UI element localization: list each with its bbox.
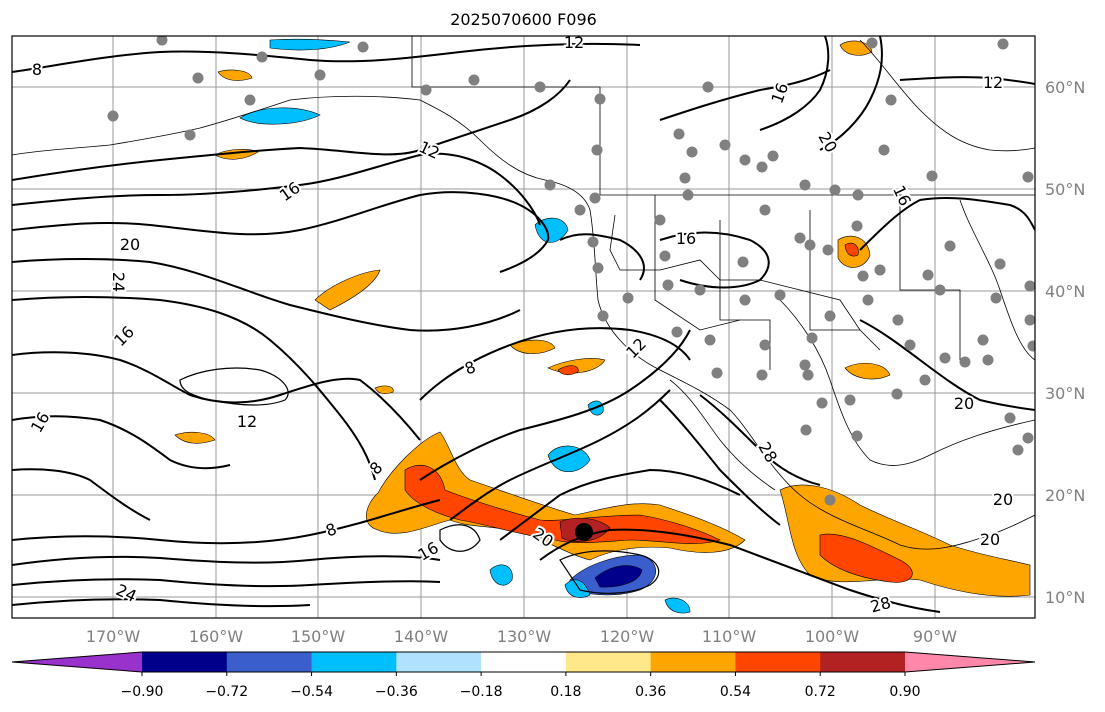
lat-label: 40°N xyxy=(1045,282,1085,301)
shade-orange-patch-8 xyxy=(217,69,253,81)
colorbar-tick-label: 0.72 xyxy=(805,684,836,700)
lon-label: 100°W xyxy=(805,627,860,646)
lat-label: 30°N xyxy=(1045,384,1085,403)
shade-cyan-patch-6 xyxy=(489,564,513,586)
colorbar-tick-label: 0.90 xyxy=(889,684,920,700)
coastlines xyxy=(12,36,1035,550)
lon-label: 150°W xyxy=(291,627,346,646)
colorbar-tick-label: 0.18 xyxy=(550,684,581,700)
shade-red-core-1 xyxy=(404,464,721,544)
lon-label: 160°W xyxy=(189,627,244,646)
contour-label: 16 xyxy=(27,409,54,436)
contour-label: 12 xyxy=(416,137,442,163)
colorbar-tick-label: 0.54 xyxy=(720,684,751,700)
colorbar-segment xyxy=(396,652,482,672)
lon-label: 170°W xyxy=(86,627,141,646)
colorbar xyxy=(11,651,1036,673)
shade-orange-patch-10 xyxy=(374,385,394,394)
contour-label: 16 xyxy=(676,229,696,248)
stations xyxy=(107,36,1035,506)
contour-label: 8 xyxy=(366,458,387,479)
colorbar-segment xyxy=(481,652,567,672)
colorbar-tick-label: −0.90 xyxy=(121,684,164,700)
shade-navy-core xyxy=(594,565,643,588)
lon-label: 110°W xyxy=(702,627,757,646)
lon-label: 140°W xyxy=(394,627,449,646)
contour-label: 12 xyxy=(622,334,650,362)
colorbar-segment xyxy=(226,652,313,672)
lat-label: 50°N xyxy=(1045,180,1085,199)
map-frame xyxy=(11,35,1036,619)
colorbar-segment xyxy=(735,652,821,672)
colorbar-tick-label: −0.72 xyxy=(205,684,248,700)
contour-label: 16 xyxy=(110,322,138,350)
contour-label: 20 xyxy=(993,490,1013,509)
colorbar-segment xyxy=(650,652,736,672)
lat-label: 10°N xyxy=(1045,588,1085,607)
colorbar-tick-label: −0.18 xyxy=(460,684,503,700)
thin-contours xyxy=(179,367,660,594)
map-title: 2025070600 F096 xyxy=(450,10,597,29)
latitude-labels: 60°N 50°N 40°N 30°N 20°N 10°N xyxy=(1045,78,1085,607)
contour-label: 20 xyxy=(980,530,1000,549)
contour-label: 20 xyxy=(814,129,841,156)
contour-label: 28 xyxy=(868,593,893,617)
contour-label: 28 xyxy=(754,439,781,466)
contour-label: 12 xyxy=(564,33,584,52)
contour-label: 24 xyxy=(109,272,128,292)
lat-label: 60°N xyxy=(1045,78,1085,97)
shade-red-patch-3 xyxy=(557,365,579,376)
contour-label: 12 xyxy=(983,73,1003,92)
shade-cyan-patch-8 xyxy=(664,597,691,614)
contour-label: 20 xyxy=(954,394,974,413)
colorbar-ticks: −0.90 −0.72 −0.54 −0.36 −0.18 0.18 0.36 0.54 0.7… xyxy=(121,672,921,700)
contour-label: 24 xyxy=(113,580,139,606)
colorbar-extend-min xyxy=(12,652,142,672)
shade-orange-patch-7 xyxy=(174,431,216,444)
shade-orange-patch-1 xyxy=(314,269,381,311)
shade-cyan-patch-4 xyxy=(239,107,321,125)
lon-label: 120°W xyxy=(600,627,655,646)
lon-label: 130°W xyxy=(497,627,552,646)
shaded-field xyxy=(174,38,1031,614)
colorbar-extend-max xyxy=(905,652,1035,672)
lat-label: 20°N xyxy=(1045,486,1085,505)
contours xyxy=(12,36,1035,613)
target-marker xyxy=(575,523,593,541)
colorbar-tick-label: −0.36 xyxy=(375,684,418,700)
contour-label: 16 xyxy=(276,178,304,205)
contour-label: 20 xyxy=(120,235,140,254)
colorbar-segment xyxy=(142,652,228,672)
colorbar-segment xyxy=(311,652,397,672)
colorbar-tick-label: −0.54 xyxy=(290,684,333,700)
shade-orange-patch-2 xyxy=(509,339,556,354)
shade-orange-patch-6 xyxy=(844,362,891,380)
shade-cyan-patch-5 xyxy=(269,38,351,51)
contour-label: 8 xyxy=(32,60,42,79)
shade-red-core-2 xyxy=(819,533,913,583)
longitude-labels: 170°W 160°W 150°W 140°W 130°W 120°W 110°… xyxy=(86,627,957,646)
contour-label: 12 xyxy=(237,412,257,431)
colorbar-segment xyxy=(565,652,652,672)
colorbar-segment xyxy=(820,652,906,672)
lon-label: 90°W xyxy=(913,627,957,646)
shade-red-patch-4 xyxy=(844,242,859,257)
colorbar-tick-label: 0.36 xyxy=(635,684,666,700)
shade-cyan-patch-2 xyxy=(547,445,591,472)
